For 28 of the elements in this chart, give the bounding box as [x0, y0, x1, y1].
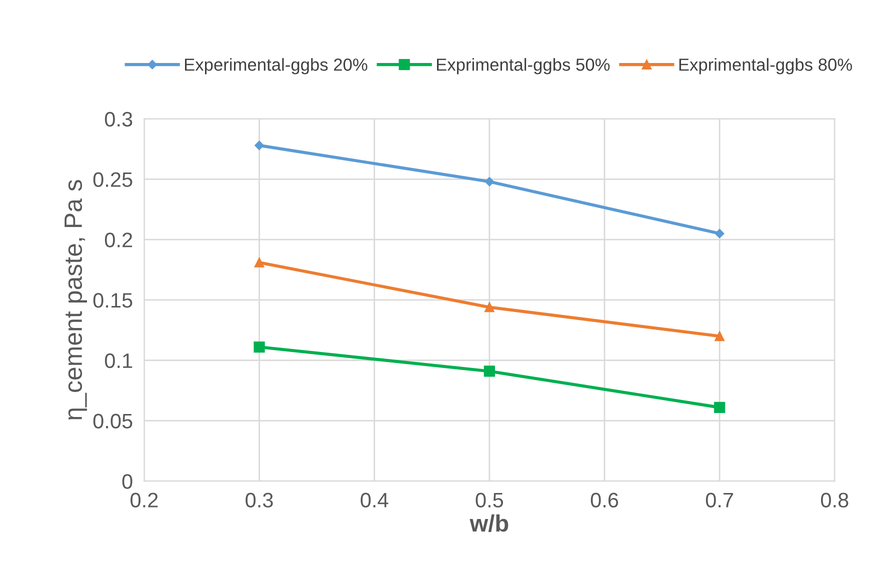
x-tick-label: 0.5: [476, 492, 504, 508]
x-tick-label: 0.8: [821, 492, 848, 508]
point: [484, 366, 495, 377]
point: [714, 228, 724, 238]
x-tick-label: 0.4: [360, 492, 388, 508]
legend-label: Exprimental-ggbs 50%: [437, 58, 610, 74]
point: [484, 177, 494, 186]
point: [484, 302, 494, 312]
y-tick-label: 0.15: [93, 292, 132, 308]
point: [714, 331, 724, 342]
x-tick-label: 0.2: [130, 492, 158, 508]
point: [254, 258, 264, 268]
y-tick-label: 0.05: [93, 414, 132, 428]
y-tick-label: 0.2: [104, 232, 132, 248]
x-axis-title: w/b: [470, 514, 508, 532]
legend-label: Exprimental-ggbs 80%: [679, 58, 852, 74]
x-tick-label: 0.3: [246, 492, 273, 508]
legend-label: Experimental-ggbs 20%: [184, 58, 368, 74]
y-tick-label: 0.1: [104, 353, 132, 368]
point: [254, 342, 265, 353]
point: [714, 402, 726, 413]
y-tick-label: 0.25: [93, 172, 132, 187]
y-axis-title: η_cement paste, Pa s: [64, 180, 87, 420]
y-tick-label: 0: [122, 474, 132, 489]
x-tick-label: 0.7: [706, 492, 734, 508]
point: [254, 140, 264, 150]
x-tick-label: 0.6: [590, 492, 618, 508]
y-tick-label: 0.3: [104, 112, 132, 127]
